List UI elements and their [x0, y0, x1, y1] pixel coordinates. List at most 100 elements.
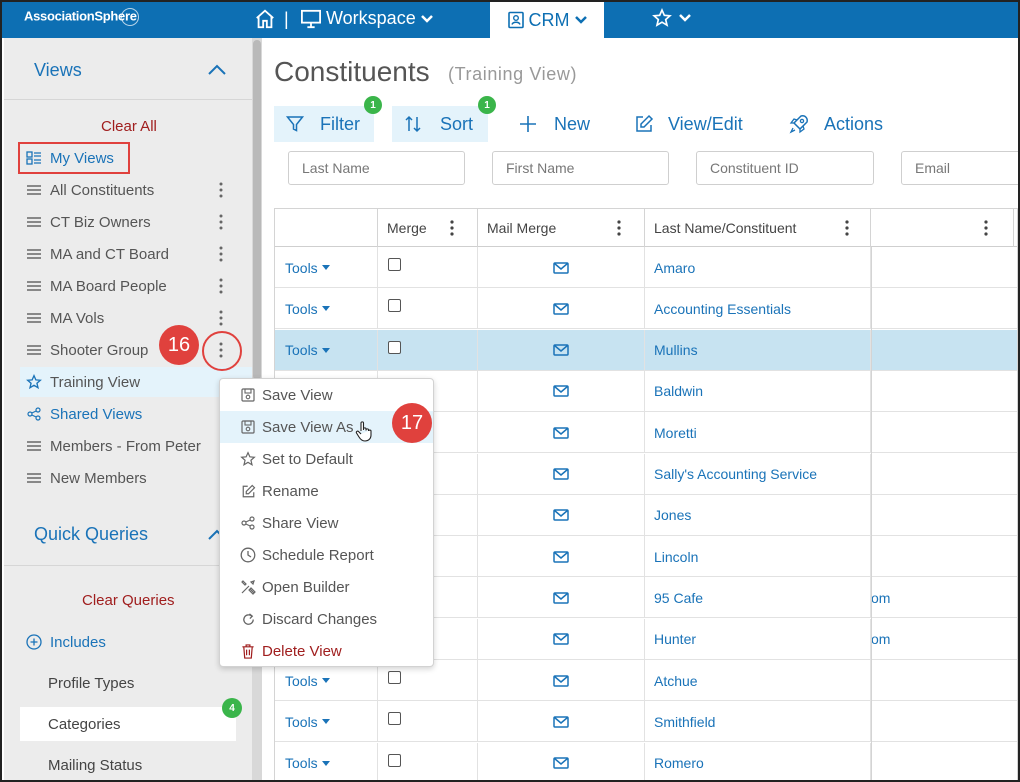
column-header-last-name[interactable]: Last Name/Constituent [645, 209, 871, 247]
envelope-icon[interactable] [553, 674, 569, 687]
menu-item-schedule-report[interactable]: Schedule Report [220, 539, 433, 571]
menu-item-set-default[interactable]: Set to Default [220, 443, 433, 475]
workspace-menu[interactable]: Workspace [300, 8, 434, 29]
envelope-icon[interactable] [553, 261, 569, 274]
merge-checkbox[interactable] [388, 671, 401, 684]
view-item-ma-board-people[interactable]: MA Board People [20, 271, 252, 301]
email-search-input[interactable]: Email [901, 151, 1018, 185]
table-row[interactable]: Tools Amaro [275, 247, 1017, 288]
views-header[interactable]: Views [4, 38, 252, 100]
filter-button[interactable]: Filter [274, 106, 374, 142]
envelope-icon[interactable] [553, 426, 569, 439]
tools-dropdown[interactable]: Tools [275, 247, 378, 288]
menu-item-delete-view[interactable]: Delete View [220, 635, 433, 667]
table-row[interactable]: Tools Romero [275, 742, 1017, 780]
merge-checkbox[interactable] [388, 712, 401, 726]
envelope-icon[interactable] [553, 509, 569, 522]
view-item-ma-vols[interactable]: MA Vols [20, 303, 252, 333]
constituent-name-link[interactable]: Lincoln [645, 536, 871, 578]
more-options-icon[interactable] [218, 213, 224, 231]
view-item-all-constituents[interactable]: All Constituents [20, 175, 252, 205]
query-profile-types[interactable]: Profile Types [20, 666, 236, 700]
includes-item[interactable]: Includes [22, 627, 254, 657]
clear-all-link[interactable]: Clear All [101, 118, 157, 135]
column-header-merge[interactable]: Merge [378, 209, 478, 247]
quick-queries-header[interactable]: Quick Queries [4, 504, 252, 566]
view-item-ma-ct-board[interactable]: MA and CT Board [20, 239, 252, 269]
merge-checkbox[interactable] [388, 258, 401, 271]
my-views-item[interactable]: My Views [20, 143, 252, 173]
new-button[interactable]: New [518, 106, 590, 142]
merge-checkbox[interactable] [388, 299, 401, 313]
sort-button[interactable]: Sort [392, 106, 488, 142]
column-menu-icon[interactable] [616, 220, 622, 236]
constituent-name-link[interactable]: Sally's Accounting Service [645, 453, 871, 495]
envelope-icon[interactable] [553, 550, 569, 563]
view-item-members-from-peter[interactable]: Members - From Peter [20, 431, 252, 461]
tools-dropdown[interactable]: Tools [275, 660, 378, 701]
more-options-icon[interactable] [218, 245, 224, 263]
constituent-name-link[interactable]: Mullins [645, 329, 871, 371]
column-header-extra[interactable] [871, 209, 1014, 247]
envelope-icon[interactable] [553, 344, 569, 356]
view-edit-button[interactable]: View/Edit [634, 106, 743, 142]
envelope-icon[interactable] [553, 385, 569, 398]
constituent-name-link[interactable]: Atchue [645, 660, 871, 701]
constituent-name-link[interactable]: Romero [645, 742, 871, 780]
envelope-icon[interactable] [553, 757, 569, 769]
last-name-search-input[interactable]: Last Name [288, 151, 465, 185]
constituent-name-link[interactable]: Amaro [645, 247, 871, 288]
more-options-icon[interactable] [218, 309, 224, 327]
constituent-name-link[interactable]: Smithfield [645, 701, 871, 743]
tools-dropdown[interactable]: Tools [275, 329, 378, 371]
envelope-icon[interactable] [553, 716, 569, 728]
view-item-new-members[interactable]: New Members [20, 463, 252, 493]
column-menu-icon[interactable] [983, 220, 989, 236]
menu-item-rename[interactable]: Rename [220, 475, 433, 507]
crm-menu[interactable]: CRM [490, 2, 604, 38]
constituent-id-search-input[interactable]: Constituent ID [696, 151, 874, 185]
envelope-icon[interactable] [553, 468, 569, 480]
query-categories[interactable]: Categories [20, 707, 236, 741]
chevron-up-icon[interactable] [208, 64, 226, 76]
more-options-icon[interactable] [218, 181, 224, 199]
query-mailing-status[interactable]: Mailing Status [20, 748, 236, 780]
menu-item-save-view[interactable]: Save View [220, 379, 433, 411]
tools-dropdown[interactable]: Tools [275, 288, 378, 330]
menu-item-share-view[interactable]: Share View [220, 507, 433, 539]
shared-views-item[interactable]: Shared Views [20, 399, 252, 429]
column-menu-icon[interactable] [449, 220, 455, 236]
column-menu-icon[interactable] [844, 220, 850, 236]
home-icon[interactable] [254, 8, 276, 30]
favorites-menu[interactable] [652, 8, 692, 28]
view-item-ct-biz-owners[interactable]: CT Biz Owners [20, 207, 252, 237]
constituent-name-link[interactable]: Jones [645, 494, 871, 536]
menu-item-open-builder[interactable]: Open Builder [220, 571, 433, 603]
envelope-icon[interactable] [553, 633, 569, 645]
table-row[interactable]: Tools Atchue [275, 660, 1017, 701]
menu-item-discard-changes[interactable]: Discard Changes [220, 603, 433, 635]
more-options-icon[interactable] [218, 277, 224, 295]
merge-checkbox[interactable] [388, 753, 401, 767]
envelope-icon[interactable] [553, 592, 569, 604]
table-row[interactable]: Tools Accounting Essentials [275, 288, 1017, 330]
envelope-icon[interactable] [553, 303, 569, 315]
view-item-training-view[interactable]: Training View [20, 367, 252, 397]
actions-button[interactable]: Actions [788, 106, 883, 142]
sidebar-scroll-thumb[interactable] [253, 40, 261, 380]
constituent-name-link[interactable]: Hunter [645, 618, 871, 660]
merge-checkbox[interactable] [388, 340, 401, 354]
constituent-name-link[interactable]: Baldwin [645, 370, 871, 412]
clear-queries-link[interactable]: Clear Queries [82, 592, 175, 609]
column-header-mail-merge[interactable]: Mail Merge [478, 209, 645, 247]
table-row[interactable]: Tools Mullins [275, 329, 1017, 371]
drag-handle-icon [26, 470, 42, 486]
constituent-name-link[interactable]: Accounting Essentials [645, 288, 871, 330]
constituent-name-link[interactable]: 95 Cafe [645, 577, 871, 619]
tools-dropdown[interactable]: Tools [275, 701, 378, 743]
tools-dropdown[interactable]: Tools [275, 742, 378, 780]
constituent-name-link[interactable]: Moretti [645, 412, 871, 454]
first-name-search-input[interactable]: First Name [492, 151, 669, 185]
table-row[interactable]: Tools Smithfield [275, 701, 1017, 743]
app-logo[interactable]: AssociationSphere [24, 8, 139, 26]
